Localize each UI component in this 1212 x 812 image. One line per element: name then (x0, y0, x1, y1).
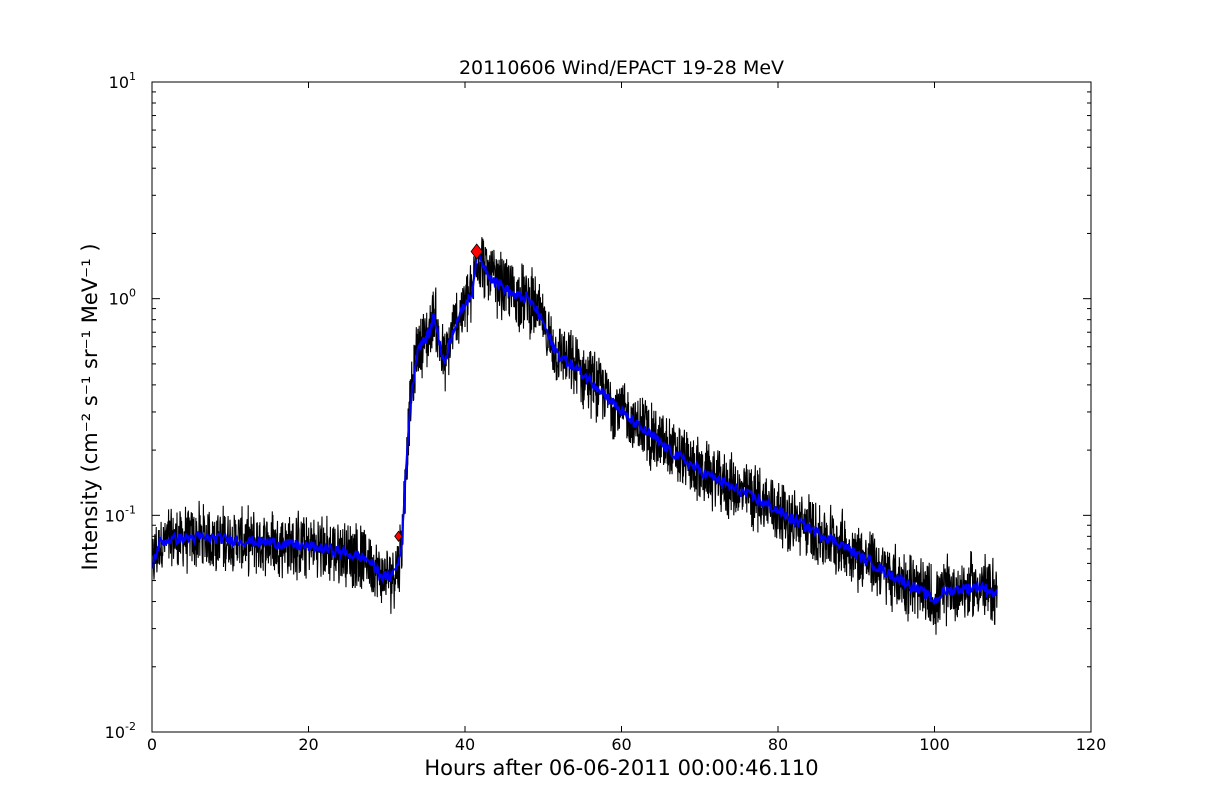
chart-title: 20110606 Wind/EPACT 19-28 MeV (459, 57, 784, 79)
x-tick-label: 40 (455, 735, 475, 754)
x-tick-label: 80 (768, 735, 788, 754)
series-smoothed-line (152, 246, 998, 605)
x-tick-label: 120 (1076, 735, 1107, 754)
peak-marker-0 (394, 530, 403, 542)
x-tick-label: 60 (611, 735, 631, 754)
x-axis-label: Hours after 06-06-2011 00:00:46.110 (424, 756, 818, 780)
x-tick-label: 100 (919, 735, 950, 754)
peak-marker-1 (470, 243, 483, 260)
marker-layer (394, 243, 483, 542)
x-tick-label: 0 (147, 735, 157, 754)
x-tick-label: 20 (298, 735, 318, 754)
series-raw-line (152, 237, 998, 635)
y-axis-label: Intensity (cm⁻² s⁻¹ sr⁻¹ MeV⁻¹ ) (78, 243, 102, 570)
plot-area (152, 237, 998, 635)
